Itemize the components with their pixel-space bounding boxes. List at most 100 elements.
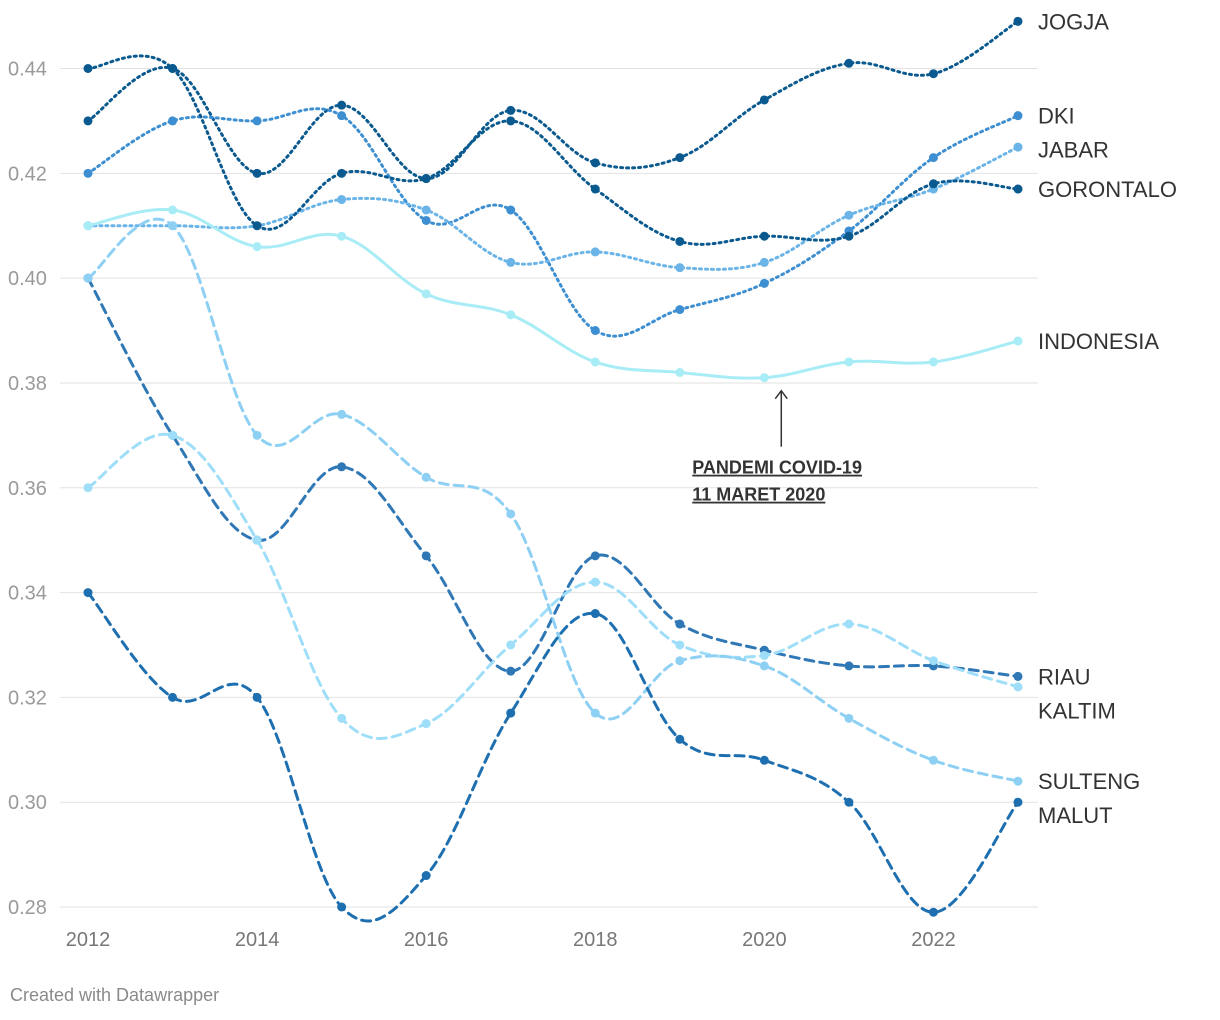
data-point xyxy=(675,656,685,666)
y-tick-label: 0.38 xyxy=(8,373,47,395)
x-tick-label: 2020 xyxy=(742,929,787,951)
data-point xyxy=(252,242,262,252)
annotation-text: PANDEMI COVID-19 xyxy=(692,458,862,478)
data-point xyxy=(928,357,938,367)
data-point xyxy=(759,95,769,105)
data-point xyxy=(506,257,516,267)
y-tick-label: 0.34 xyxy=(8,583,47,605)
data-point xyxy=(590,609,600,619)
data-point xyxy=(168,116,178,126)
gridlines xyxy=(60,68,1038,908)
series-label-gorontalo: GORONTALO xyxy=(1038,177,1177,202)
data-point xyxy=(506,116,516,126)
series-kaltim xyxy=(83,430,1023,740)
series-line xyxy=(86,432,1020,740)
series-labels: JOGJA DKI JABAR GORONTALO INDONESIA RIAU KALTI… xyxy=(1038,9,1177,828)
data-point xyxy=(1013,671,1023,681)
data-point xyxy=(844,357,854,367)
data-point xyxy=(83,483,93,493)
data-point xyxy=(590,184,600,194)
data-point xyxy=(506,105,516,115)
data-point xyxy=(83,221,93,231)
data-point xyxy=(506,205,516,215)
data-point xyxy=(590,551,600,561)
data-point xyxy=(1013,336,1023,346)
y-tick-label: 0.32 xyxy=(8,687,47,709)
data-point xyxy=(928,755,938,765)
data-point xyxy=(252,692,262,702)
series-jabar xyxy=(83,142,1023,273)
series-line xyxy=(86,19,1020,181)
data-point xyxy=(83,273,93,283)
data-point xyxy=(590,326,600,336)
data-point xyxy=(337,168,347,178)
data-point xyxy=(83,168,93,178)
data-point xyxy=(421,551,431,561)
data-point xyxy=(1013,797,1023,807)
data-point xyxy=(168,205,178,215)
data-point xyxy=(337,100,347,110)
data-point xyxy=(421,472,431,482)
data-point xyxy=(252,168,262,178)
x-tick-label: 2016 xyxy=(404,929,449,951)
data-point xyxy=(337,231,347,241)
series-label-sulteng: SULTENG xyxy=(1038,769,1140,794)
data-point xyxy=(506,708,516,718)
data-point xyxy=(421,215,431,225)
series-line xyxy=(86,207,1020,380)
series-sulteng xyxy=(83,217,1023,786)
x-tick-label: 2012 xyxy=(66,929,111,951)
data-point xyxy=(844,713,854,723)
series-indonesia xyxy=(83,205,1023,383)
data-point xyxy=(421,205,431,215)
data-point xyxy=(590,158,600,168)
annotation-arrowhead xyxy=(774,389,788,400)
data-point xyxy=(675,263,685,273)
series-label-kaltim: KALTIM xyxy=(1038,698,1116,723)
x-tick-label: 2014 xyxy=(235,929,280,951)
data-point xyxy=(168,221,178,231)
x-tick-label: 2018 xyxy=(573,929,618,951)
data-point xyxy=(337,195,347,205)
data-point xyxy=(337,902,347,912)
series-line xyxy=(86,591,1020,923)
series-dki xyxy=(83,107,1023,338)
data-point xyxy=(83,116,93,126)
data-point xyxy=(759,257,769,267)
data-point xyxy=(590,577,600,587)
series-lines xyxy=(83,16,1023,923)
data-point xyxy=(337,409,347,419)
data-point xyxy=(675,734,685,744)
series-jogja xyxy=(83,16,1023,184)
data-point xyxy=(759,661,769,671)
data-point xyxy=(506,509,516,519)
data-point xyxy=(928,153,938,163)
data-point xyxy=(928,179,938,189)
series-label-jabar: JABAR xyxy=(1038,138,1109,163)
y-tick-label: 0.36 xyxy=(8,478,47,500)
data-point xyxy=(759,755,769,765)
data-point xyxy=(844,210,854,220)
data-point xyxy=(421,174,431,184)
series-label-dki: DKI xyxy=(1038,104,1075,129)
series-line xyxy=(86,54,1020,246)
data-point xyxy=(675,236,685,246)
series-label-jogja: JOGJA xyxy=(1038,9,1109,34)
data-point xyxy=(421,719,431,729)
data-point xyxy=(759,231,769,241)
annotation-text: 11 MARET 2020 xyxy=(692,485,825,505)
data-point xyxy=(1013,682,1023,692)
data-point xyxy=(844,797,854,807)
data-point xyxy=(675,367,685,377)
y-tick-label: 0.42 xyxy=(8,163,47,185)
data-point xyxy=(506,310,516,320)
data-point xyxy=(83,588,93,598)
data-point xyxy=(1013,142,1023,152)
series-gorontalo xyxy=(83,54,1023,246)
y-tick-label: 0.30 xyxy=(8,792,47,814)
data-point xyxy=(337,713,347,723)
line-chart: 0.44 0.42 0.40 0.38 0.36 0.34 0.32 0.30 0.28 201… xyxy=(8,9,1177,951)
data-point xyxy=(759,650,769,660)
data-point xyxy=(675,305,685,315)
data-point xyxy=(252,116,262,126)
